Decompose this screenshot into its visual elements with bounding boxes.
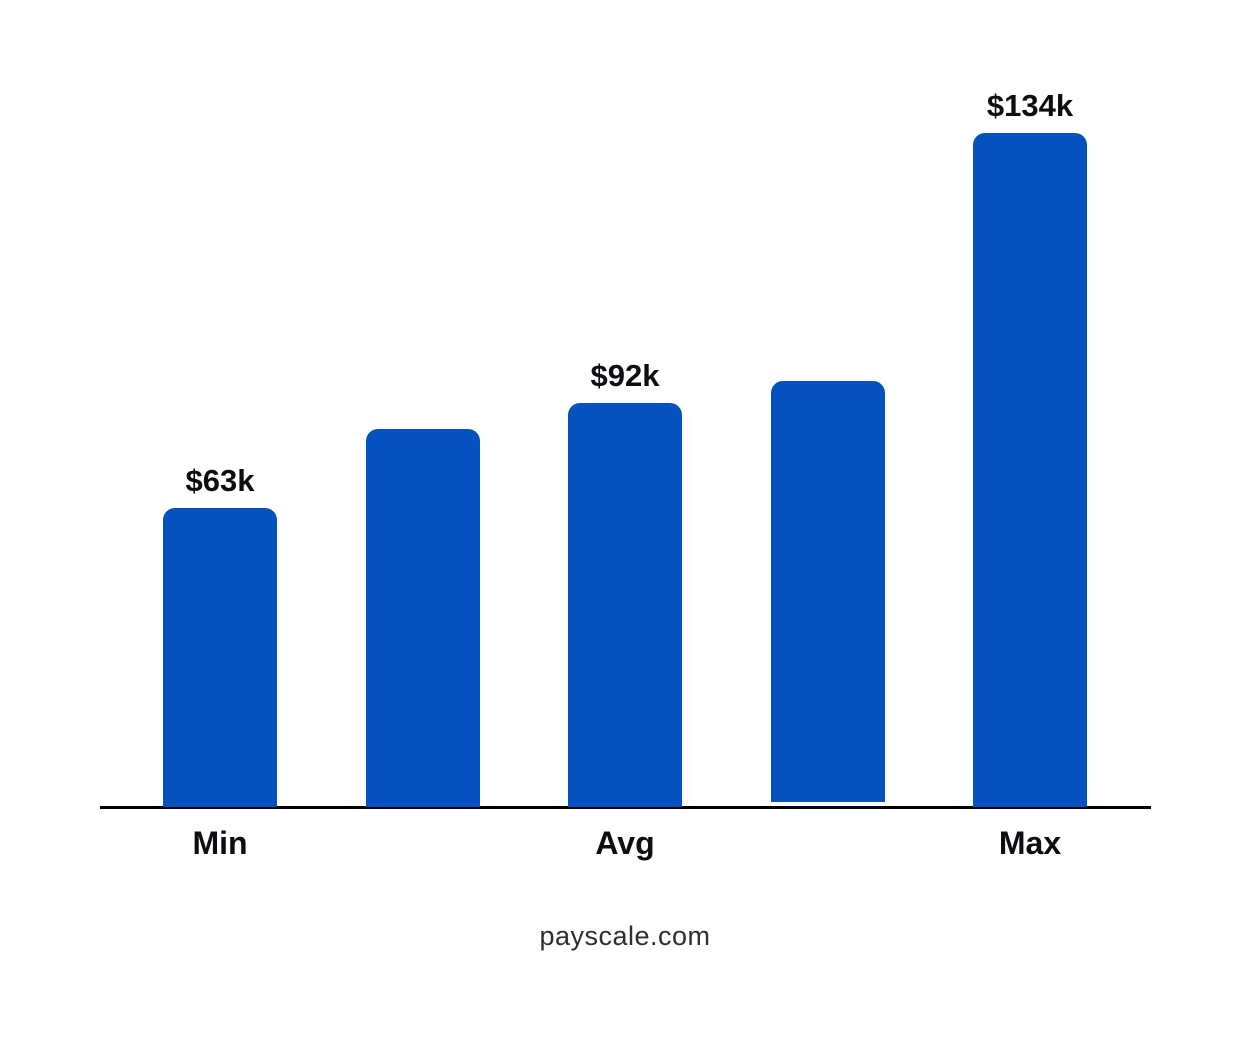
category-label-min: Min bbox=[192, 825, 248, 861]
bar-avg bbox=[568, 403, 682, 807]
value-label-avg: $92k bbox=[590, 358, 660, 393]
category-label-max: Max bbox=[998, 825, 1062, 861]
bar-unlabeled-4 bbox=[771, 381, 885, 802]
value-label-min: $63k bbox=[185, 463, 255, 498]
bar-min bbox=[163, 508, 277, 807]
source-attribution: payscale.com bbox=[539, 921, 711, 951]
bar-unlabeled-2 bbox=[366, 429, 480, 807]
category-label-avg: Avg bbox=[595, 825, 655, 861]
value-label-max: $134k bbox=[986, 88, 1074, 123]
bar-max bbox=[973, 133, 1087, 807]
x-axis-line bbox=[100, 806, 1151, 809]
